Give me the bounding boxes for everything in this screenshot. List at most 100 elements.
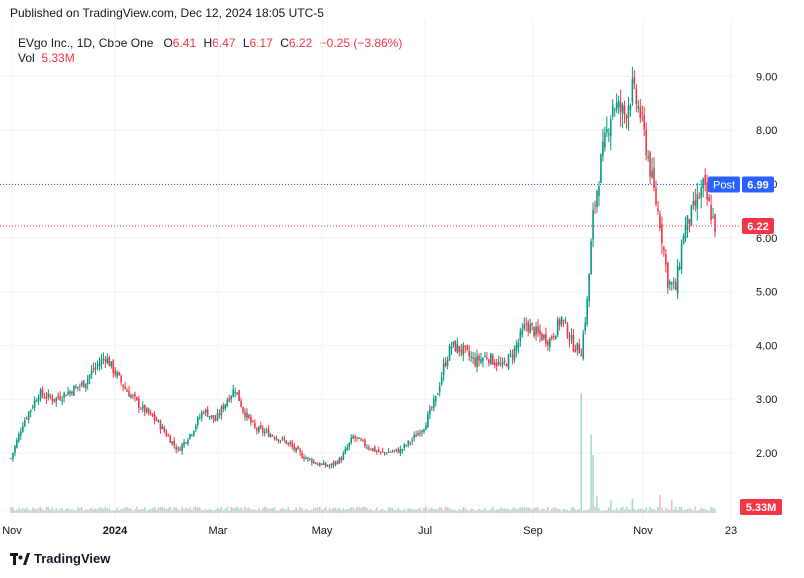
candle-body [197,417,199,426]
volume-bar [535,507,537,513]
volume-bar [138,509,140,513]
volume-bar [155,509,158,513]
volume-bar [362,506,364,513]
candle-body [373,446,376,452]
candle-body [153,414,156,421]
volume-bar [204,509,207,513]
open-value: 6.41 [172,36,197,50]
volume-bar [444,506,447,513]
candle-body [448,346,451,361]
candle-body [704,175,706,185]
candle-body [680,244,683,269]
volume-bar [635,510,638,513]
candle-body [315,462,317,464]
candle-body [554,335,557,340]
volume-bar [411,509,413,513]
volume-bar [511,508,514,513]
volume-bar [287,506,290,513]
volume-bar [108,508,111,513]
volume-bar [98,507,101,513]
candle-body [29,409,32,413]
candle-body [580,354,583,357]
tradingview-brand[interactable]: TradingView [10,551,110,566]
candle-body [633,77,636,84]
volume-bar [436,509,439,513]
volume-bar [112,510,115,513]
volume-bar [187,508,189,513]
volume-bar [490,508,492,513]
volume-bar [684,509,687,513]
candle-body [427,414,429,428]
candle-body [594,205,596,207]
candle-body [488,359,490,363]
candle-body [381,451,384,453]
candle-body [706,182,708,200]
candle-body [480,358,482,363]
volume-bar [23,509,26,513]
volume-bar [708,510,710,513]
candle-body [631,79,634,103]
volume-bar [20,509,22,513]
candle-body [464,345,467,347]
last-price-badge [742,217,774,234]
volume-bar [464,507,467,513]
volume-bar [116,507,118,513]
candle-body [531,322,533,326]
volume-bar [608,507,610,513]
candle-body [515,345,518,351]
volume-bar [678,506,681,513]
candle-body [179,448,181,451]
candle-body [157,420,160,422]
candle-body [436,393,439,395]
candle-body [550,336,553,339]
candle-body [617,100,620,108]
volume-bar [399,509,402,513]
candle-body [126,390,128,392]
candle-body [10,458,12,460]
candle-body [132,395,134,397]
volume-bar [352,507,354,513]
candle-body [263,431,266,434]
volume-bar [12,507,14,513]
volume-bar [356,506,358,513]
volume-bar [92,509,95,513]
candle-body [18,433,20,442]
volume-bar [521,507,524,513]
volume-bar [509,510,512,513]
volume-bar [419,507,421,513]
volume-bar [328,508,331,513]
y-tick-label: 4.00 [756,340,777,352]
volume-bar [592,455,594,513]
candle-body [104,359,107,362]
volume-bar [657,507,659,513]
volume-bar [167,508,170,513]
candle-body [198,417,201,419]
volume-bar [340,509,343,513]
volume-bar [250,509,252,513]
volume-bar [273,507,276,513]
candle-body [352,436,354,439]
volume-bar [547,506,549,513]
y-tick-label: 9.00 [756,71,777,83]
candle-body [399,448,402,453]
candle-body [305,457,307,459]
volume-bar [212,510,215,513]
volume-bar [704,509,706,513]
candle-body [96,364,99,366]
symbol-title: EVgo Inc., 1D, Cboe One [18,36,154,50]
y-tick-label: 2.00 [756,448,777,460]
volume-bar [171,510,174,513]
candle-body [84,383,87,389]
candle-body [195,425,197,430]
candle-body [712,216,714,218]
candle-body [348,442,351,448]
volume-bar [102,508,105,513]
volume-bar [33,508,36,513]
candle-body [248,414,250,418]
candle-body [667,262,669,288]
volume-bar [543,508,545,513]
candle-body [61,399,63,402]
volume-bar [197,507,199,513]
candle-body [41,388,44,396]
